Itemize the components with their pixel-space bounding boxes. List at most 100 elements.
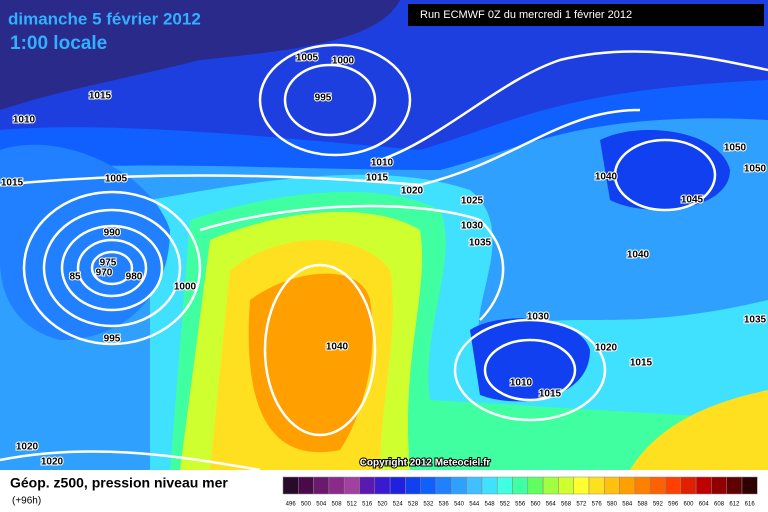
scale-swatch bbox=[420, 476, 437, 495]
scale-label: 544 bbox=[469, 502, 480, 508]
scale-swatch bbox=[573, 476, 590, 495]
isobar-label: 1015 bbox=[89, 91, 112, 102]
scale-swatch bbox=[481, 476, 498, 495]
scale-swatch bbox=[726, 476, 743, 495]
footer-title: Géop. z500, pression niveau mer bbox=[10, 475, 228, 491]
scale-label: 612 bbox=[729, 502, 740, 508]
isobar-label: 1020 bbox=[401, 186, 424, 197]
scale-swatch bbox=[604, 476, 620, 495]
scale-label: 564 bbox=[546, 502, 557, 508]
scale-swatch bbox=[389, 476, 406, 495]
scale-label: 528 bbox=[408, 502, 419, 508]
scale-label: 556 bbox=[515, 502, 526, 508]
isobar-label: 1015 bbox=[539, 389, 562, 400]
isobar-label: 1010 bbox=[13, 115, 36, 126]
scale-label: 580 bbox=[607, 502, 618, 508]
isobar-label: 1005 bbox=[105, 174, 128, 185]
scale-swatch bbox=[359, 476, 376, 495]
isobar-label: 1015 bbox=[630, 358, 653, 369]
isobar-label: 1050 bbox=[724, 143, 747, 154]
scale-label: 600 bbox=[683, 502, 694, 508]
isobar-label: 975 bbox=[100, 258, 117, 269]
scale-swatch bbox=[343, 476, 360, 495]
scale-swatch bbox=[282, 476, 299, 495]
isobar-label: 1040 bbox=[326, 342, 349, 353]
isobar-label: 1030 bbox=[527, 312, 550, 323]
scale-swatch bbox=[680, 476, 697, 495]
copyright: Copyright 2012 Meteociel.fr bbox=[360, 458, 491, 469]
run-box bbox=[408, 4, 764, 26]
scale-label: 532 bbox=[423, 502, 434, 508]
isobar-label: 1010 bbox=[510, 378, 533, 389]
footer-lead: (+96h) bbox=[12, 496, 41, 507]
scale-swatch bbox=[298, 476, 314, 495]
isobar-label: 1020 bbox=[41, 457, 64, 468]
isobar-lines bbox=[0, 43, 768, 472]
scale-label: 588 bbox=[638, 502, 649, 508]
scale-swatch bbox=[695, 476, 712, 495]
isobar-label: 1010 bbox=[371, 158, 394, 169]
scale-label: 508 bbox=[332, 502, 343, 508]
scale-swatch bbox=[496, 476, 513, 495]
isobar-label: 1020 bbox=[16, 442, 39, 453]
scale-swatch bbox=[435, 476, 452, 495]
isobar-label: 980 bbox=[126, 272, 143, 283]
scale-swatch bbox=[466, 476, 483, 495]
scale-swatch bbox=[588, 476, 605, 495]
scale-swatch bbox=[405, 476, 421, 495]
scale-label: 596 bbox=[668, 502, 679, 508]
scale-swatch bbox=[741, 476, 758, 495]
isobar-label: 1035 bbox=[469, 238, 492, 249]
isobar-label: 1025 bbox=[461, 196, 484, 207]
scale-label: 524 bbox=[393, 502, 404, 508]
scale-swatch bbox=[451, 476, 467, 495]
scale-swatch bbox=[649, 476, 666, 495]
scale-label: 608 bbox=[714, 502, 725, 508]
date-title: dimanche 5 février 2012 bbox=[8, 9, 201, 28]
scale-label: 516 bbox=[362, 502, 373, 508]
isobar-label: 1030 bbox=[461, 221, 484, 232]
color-scale: 496 500 504 508 512 516 520 524 528 532 536 540 544 5… bbox=[282, 476, 758, 508]
scale-label: 496 bbox=[286, 502, 297, 508]
scale-label: 512 bbox=[347, 502, 358, 508]
scale-swatch bbox=[711, 476, 727, 495]
scale-swatch bbox=[542, 476, 559, 495]
isobar-label: 1015 bbox=[366, 173, 389, 184]
scale-label: 560 bbox=[530, 502, 541, 508]
time-title: 1:00 locale bbox=[10, 33, 107, 54]
field bbox=[0, 0, 768, 471]
isobar-label: 1045 bbox=[681, 195, 704, 206]
scale-label: 576 bbox=[592, 502, 603, 508]
isobar-label: 1050 bbox=[744, 164, 767, 175]
scale-swatch bbox=[558, 476, 574, 495]
scale-label: 500 bbox=[301, 502, 312, 508]
scale-label: 548 bbox=[485, 502, 496, 508]
scale-label: 552 bbox=[500, 502, 511, 508]
scale-label: 568 bbox=[561, 502, 572, 508]
scale-swatch bbox=[634, 476, 651, 495]
scale-swatch bbox=[527, 476, 544, 495]
isobar-label: 1040 bbox=[595, 172, 618, 183]
scale-swatch bbox=[512, 476, 529, 495]
scale-swatch bbox=[313, 476, 330, 495]
isobar-label: 85 bbox=[69, 272, 81, 283]
isobar-label: 1005 bbox=[296, 53, 319, 64]
isobar-label: 970 bbox=[96, 268, 113, 279]
isobar-label: 1035 bbox=[744, 315, 767, 326]
isobar-label: 995 bbox=[104, 334, 121, 345]
isobar-label: 990 bbox=[104, 228, 121, 239]
scale-label: 584 bbox=[622, 502, 633, 508]
scale-swatch bbox=[328, 476, 345, 495]
isobar-label: 1000 bbox=[332, 56, 355, 67]
scale-label: 504 bbox=[316, 502, 327, 508]
run-text: Run ECMWF 0Z du mercredi 1 février 2012 bbox=[420, 9, 632, 21]
scale-label: 536 bbox=[439, 502, 450, 508]
scale-label: 572 bbox=[576, 502, 587, 508]
isobar-label: 995 bbox=[315, 93, 332, 104]
isobar-label: 1040 bbox=[627, 250, 650, 261]
scale-label: 616 bbox=[745, 502, 756, 508]
scale-swatch bbox=[374, 476, 391, 495]
scale-label: 540 bbox=[454, 502, 465, 508]
